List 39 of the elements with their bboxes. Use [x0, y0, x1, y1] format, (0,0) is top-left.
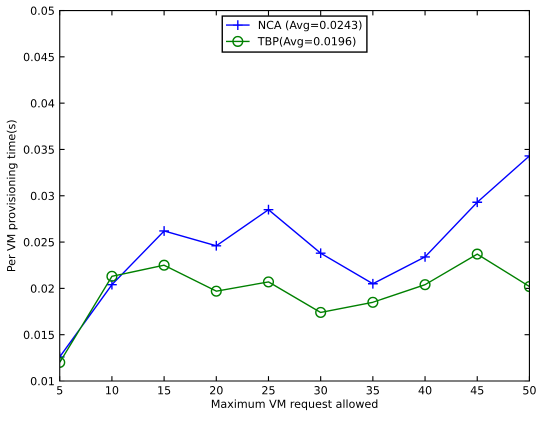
- y-tick-label: 0.02: [30, 284, 54, 293]
- point: [106, 279, 118, 290]
- point: [367, 296, 378, 308]
- x-tick-label: 25: [262, 386, 275, 394]
- point: [315, 248, 326, 259]
- point: [158, 225, 170, 237]
- x-tick-label: 40: [418, 386, 432, 394]
- point: [210, 240, 222, 252]
- x-axis-title: Maximum VM request allowed: [212, 399, 378, 410]
- y-tick-label: 0.025: [24, 238, 54, 246]
- x-tick-label: 10: [106, 386, 118, 394]
- point: [472, 248, 483, 260]
- point: [262, 276, 274, 288]
- y-tick-label: 0.01: [30, 376, 54, 386]
- point: [472, 196, 483, 208]
- x-tick-label: 35: [366, 386, 379, 394]
- y-tick-label: 0.04: [30, 99, 54, 108]
- y-axis-title: Per VM provisioning time(s): [6, 120, 18, 272]
- y-tick-label: 0.05: [30, 6, 54, 15]
- x-tick-label: 30: [314, 386, 328, 394]
- point: [158, 260, 170, 271]
- point: [106, 270, 118, 282]
- y-tick-label: 0.035: [24, 145, 54, 154]
- point: [315, 306, 326, 318]
- x-tick-label: 5: [57, 386, 62, 394]
- x-tick-label: 50: [523, 386, 536, 394]
- point: [210, 286, 222, 297]
- y-tick-label: 0.045: [24, 52, 54, 62]
- y-tick-label: 0.015: [24, 330, 54, 340]
- legend-label: NCA (Avg=0.0243): [258, 20, 362, 32]
- x-tick-label: 45: [470, 386, 484, 394]
- x-tick-label: 20: [210, 386, 223, 394]
- point: [419, 279, 431, 290]
- y-tick-label: 0.03: [30, 192, 54, 200]
- x-tick-label: 15: [158, 386, 170, 394]
- legend-label: TBP(Avg=0.0196): [258, 36, 356, 48]
- point: [419, 251, 431, 262]
- point: [367, 278, 378, 290]
- point: [262, 204, 274, 216]
